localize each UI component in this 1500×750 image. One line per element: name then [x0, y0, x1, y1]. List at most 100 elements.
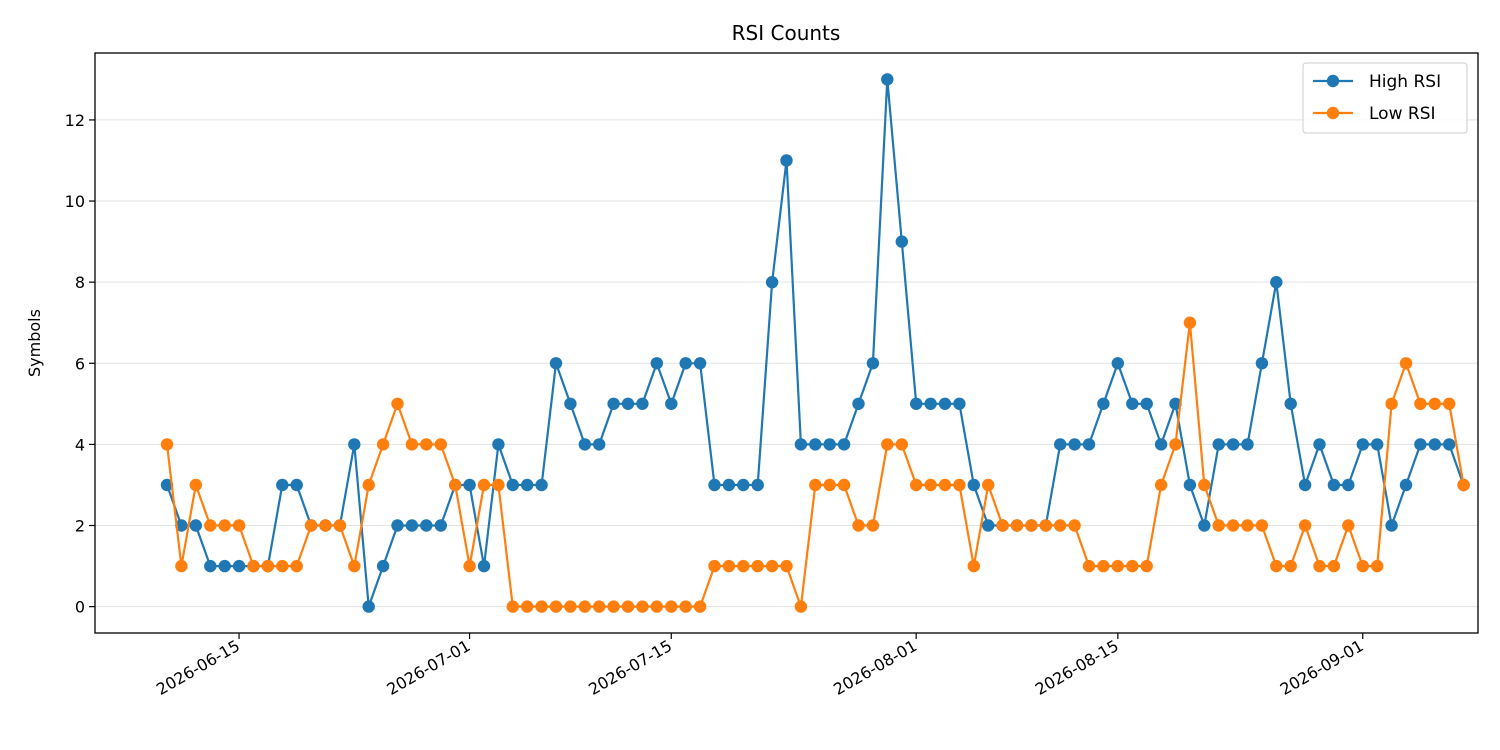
data-point [751, 559, 764, 573]
data-point [823, 478, 836, 492]
data-point [1126, 397, 1139, 410]
data-point [1198, 519, 1211, 532]
plot-frame [94, 52, 1479, 634]
data-point [1342, 478, 1355, 492]
series-layer [160, 73, 1470, 613]
data-point [1457, 478, 1470, 492]
data-point [1255, 357, 1269, 370]
data-point [780, 154, 793, 167]
data-point [1097, 559, 1110, 573]
data-point [189, 478, 202, 492]
data-point [593, 438, 606, 451]
data-point [247, 559, 260, 573]
legend-label: High RSI [1369, 72, 1441, 92]
data-point [175, 559, 188, 573]
data-point [391, 397, 404, 410]
data-point [348, 438, 361, 451]
data-point [276, 559, 289, 573]
data-point [866, 519, 880, 532]
data-point [982, 478, 995, 492]
data-point [1183, 478, 1197, 492]
data-point [967, 478, 980, 492]
data-point [1284, 559, 1297, 573]
data-point [636, 397, 649, 410]
data-point [1226, 519, 1240, 532]
data-point [564, 397, 577, 410]
data-point [938, 478, 952, 492]
data-point [924, 478, 937, 492]
data-point [1428, 438, 1442, 451]
legend-label: Low RSI [1369, 104, 1436, 124]
data-point [737, 478, 750, 492]
data-point [852, 397, 865, 410]
data-point [506, 600, 519, 613]
data-point [953, 478, 966, 492]
data-point [1371, 559, 1384, 573]
data-point [449, 478, 462, 492]
data-point [910, 478, 923, 492]
data-point [1298, 519, 1312, 532]
data-point [1140, 559, 1153, 573]
data-point [1270, 276, 1283, 289]
data-point [290, 559, 303, 573]
data-point [463, 478, 476, 492]
data-point [765, 276, 779, 289]
data-point [1255, 519, 1269, 532]
data-point [938, 397, 952, 410]
data-point [1356, 438, 1370, 451]
data-point [621, 397, 635, 410]
data-point [1039, 519, 1053, 532]
data-point [809, 478, 822, 492]
data-point [564, 600, 577, 613]
chart-title: RSI Counts [732, 21, 841, 45]
data-point [665, 397, 678, 410]
data-point [290, 478, 303, 492]
data-point [521, 600, 534, 613]
data-point [506, 478, 519, 492]
data-point [1126, 559, 1139, 573]
data-point [1097, 397, 1110, 410]
data-point [1399, 478, 1413, 492]
data-point [376, 559, 390, 573]
data-point [420, 519, 433, 532]
data-point [218, 519, 231, 532]
data-point [765, 559, 779, 573]
data-point [1443, 397, 1456, 410]
data-point [1270, 559, 1283, 573]
data-point [996, 519, 1009, 532]
legend-marker [1326, 74, 1340, 88]
data-point [1414, 438, 1427, 451]
data-point [391, 519, 404, 532]
data-point [881, 438, 894, 451]
data-point [463, 559, 476, 573]
data-point [1054, 438, 1067, 451]
data-point [866, 357, 880, 370]
data-point [967, 559, 980, 573]
data-point [1025, 519, 1038, 532]
y-tick-label: 6 [75, 354, 85, 373]
data-point [665, 600, 678, 613]
data-point [549, 357, 563, 370]
data-point [881, 73, 894, 86]
y-tick-label: 12 [65, 111, 85, 130]
data-point [175, 519, 188, 532]
data-point [1111, 357, 1125, 370]
data-point [1054, 519, 1067, 532]
data-point [1169, 397, 1182, 410]
y-tick-label: 2 [75, 517, 85, 536]
data-point [737, 559, 750, 573]
data-point [1399, 357, 1413, 370]
data-point [924, 397, 937, 410]
data-point [218, 559, 231, 573]
data-point [578, 438, 591, 451]
data-point [794, 600, 808, 613]
data-point [607, 397, 620, 410]
data-point [650, 600, 663, 613]
data-point [823, 438, 836, 451]
data-point [276, 478, 289, 492]
data-point [160, 478, 174, 492]
data-point [261, 559, 275, 573]
legend-marker [1326, 106, 1340, 120]
